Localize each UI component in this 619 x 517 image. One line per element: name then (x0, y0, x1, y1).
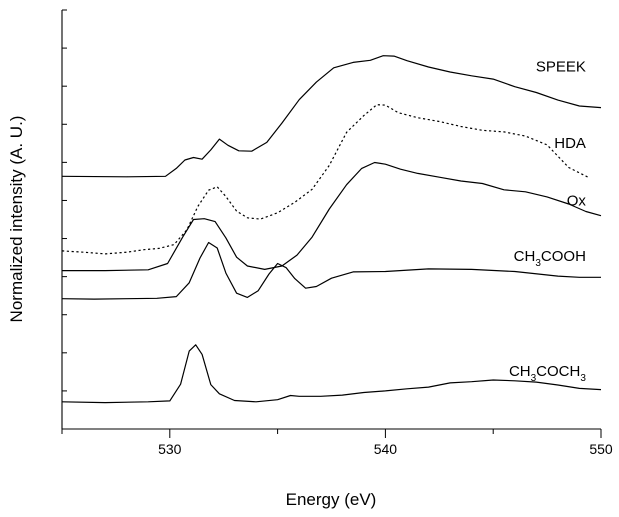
x-tick-labels: 530 540 550 (158, 441, 613, 457)
series-label-ch3cooh: CH3COOH (514, 248, 586, 269)
series-label-speek: SPEEK (536, 59, 586, 76)
x-tick-label: 540 (374, 441, 398, 457)
series-labels: SPEEK HDA Ox CH3COOH CH3COCH3 (509, 59, 586, 385)
x-axis-label: Energy (eV) (286, 490, 377, 509)
x-axis-ticks (61, 429, 602, 438)
y-axis-label: Normalized intensity (A. U.) (7, 116, 26, 323)
series-line-hda (61, 104, 589, 255)
series-line-ch3coch3 (61, 344, 602, 404)
series-label-ch3coch3: CH3COCH3 (509, 363, 586, 384)
y-axis-ticks (62, 9, 67, 430)
series-line-speek (61, 55, 602, 178)
x-tick-label: 530 (158, 441, 182, 457)
series-line-ch3cooh (61, 241, 601, 300)
series-lines (61, 55, 602, 404)
x-tick-label: 550 (589, 441, 613, 457)
series-label-hda: HDA (554, 135, 586, 152)
axes (61, 10, 601, 430)
series-label-ox: Ox (567, 193, 587, 210)
series-line-ox (62, 161, 602, 272)
